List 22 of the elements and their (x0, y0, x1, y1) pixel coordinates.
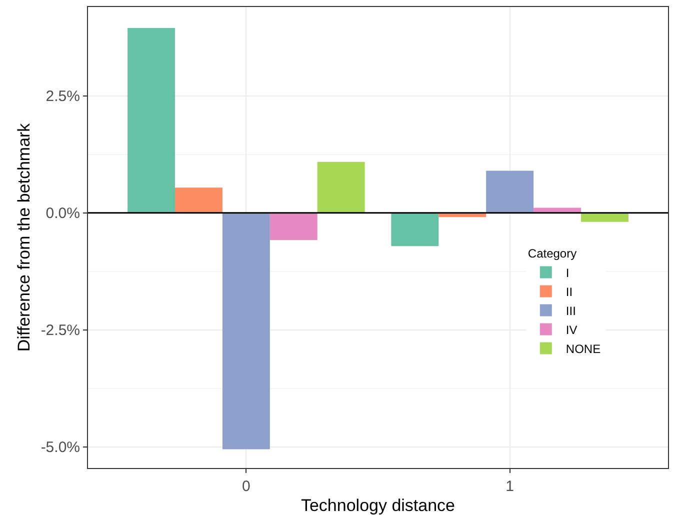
legend-label: III (566, 304, 576, 318)
bar (581, 212, 628, 222)
y-tick-label: -5.0% (40, 439, 80, 456)
bar (222, 212, 270, 450)
x-tick-label: 0 (242, 478, 250, 495)
bar (128, 28, 175, 213)
legend-label: II (566, 284, 573, 299)
y-axis-title: Difference from the betchmark (14, 122, 34, 352)
legend-label: IV (566, 322, 578, 337)
legend-label: I (566, 266, 570, 280)
y-tick-label: 0.0% (46, 205, 80, 222)
bar (270, 212, 318, 240)
bar (317, 162, 365, 213)
x-tick-label: 1 (506, 478, 514, 495)
y-tick-label: -2.5% (40, 322, 80, 340)
y-tick-label: 2.5% (46, 88, 80, 106)
bar (486, 170, 534, 213)
bar (175, 188, 222, 213)
bar (391, 212, 439, 246)
x-axis-title: Technology distance (300, 496, 456, 515)
legend-title: Category (528, 246, 577, 261)
legend-label: NONE (566, 342, 601, 356)
